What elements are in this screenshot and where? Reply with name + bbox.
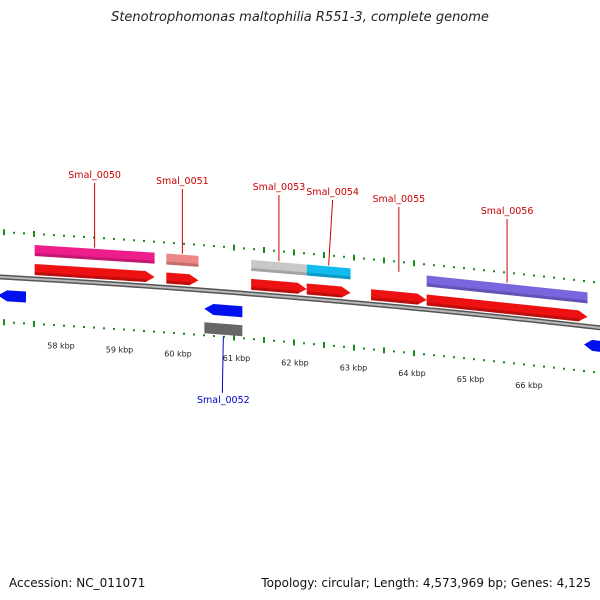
gene-label: Smal_0050: [68, 170, 121, 181]
page-title: Stenotrophomonas maltophilia R551-3, com…: [111, 10, 489, 25]
kbp-tick-label: 64 kbp: [398, 369, 426, 378]
gene-label-leader: [328, 199, 334, 266]
forward-gene-shade: [371, 297, 419, 305]
gene-label-leader: [221, 336, 224, 394]
reverse-gene-arrow: [0, 290, 26, 303]
gene-label: Smal_0052: [197, 395, 250, 406]
gene-feature-band: [426, 275, 588, 304]
gene-label: Smal_0053: [253, 182, 306, 193]
genome-backbone: [0, 274, 600, 331]
gene-label: Smal_0051: [156, 176, 209, 187]
reverse-gene-arrow: [204, 303, 243, 318]
gene-label: Smal_0055: [372, 194, 425, 205]
gene-feature-band: [34, 244, 155, 264]
forward-gene-arrow: [306, 283, 351, 298]
forward-gene-arrow: [166, 272, 199, 286]
kbp-tick-label: 63 kbp: [340, 364, 368, 373]
forward-gene-shade: [306, 291, 343, 298]
forward-gene-arrow: [371, 289, 427, 305]
ruler-upper: [3, 229, 595, 284]
reverse-strand-lane: [0, 290, 600, 352]
gene-label: Smal_0054: [306, 187, 359, 198]
kbp-tick-label: 65 kbp: [457, 375, 485, 384]
kbp-tick-label: 61 kbp: [223, 354, 251, 363]
gene-feature-shade: [166, 261, 199, 267]
accession-text: Accession: NC_011071: [9, 576, 146, 590]
kbp-tick-label: 58 kbp: [47, 342, 75, 351]
gene-feature-shade: [251, 267, 307, 276]
forward-strand-lane: [34, 263, 588, 322]
forward-gene-shade: [166, 280, 191, 286]
kbp-tick-label: 60 kbp: [164, 349, 192, 358]
gene-feature-band: [251, 259, 307, 276]
genome-summary-text: Topology: circular; Length: 4,573,969 bp…: [261, 576, 591, 590]
forward-gene-shade: [426, 302, 580, 322]
gene-feature-shade: [306, 272, 351, 280]
forward-gene-shade: [251, 286, 299, 294]
feature-lane: [34, 244, 588, 304]
gene-feature-band: [306, 264, 351, 280]
gene-feature-band: [204, 322, 243, 337]
reverse-gene-arrow: [584, 339, 600, 352]
forward-gene-arrow: [34, 263, 155, 283]
gene-feature-shade: [34, 252, 155, 264]
ruler-lower: 58 kbp 59 kbp 60 kbp 61 kbp 62 kbp 63 kbp 64 k…: [3, 319, 595, 390]
kbp-tick-label: 59 kbp: [106, 345, 134, 354]
kbp-tick-label: 66 kbp: [515, 381, 543, 390]
kbp-tick-label: 62 kbp: [281, 359, 309, 368]
gene-label: Smal_0056: [481, 206, 534, 217]
forward-gene-arrow: [426, 294, 588, 322]
forward-gene-shade: [34, 271, 147, 283]
genome-backbone-highlight: [0, 275, 600, 329]
gene-feature-band: [166, 253, 199, 267]
gene-feature-shade: [426, 283, 588, 304]
forward-gene-arrow: [251, 278, 307, 294]
